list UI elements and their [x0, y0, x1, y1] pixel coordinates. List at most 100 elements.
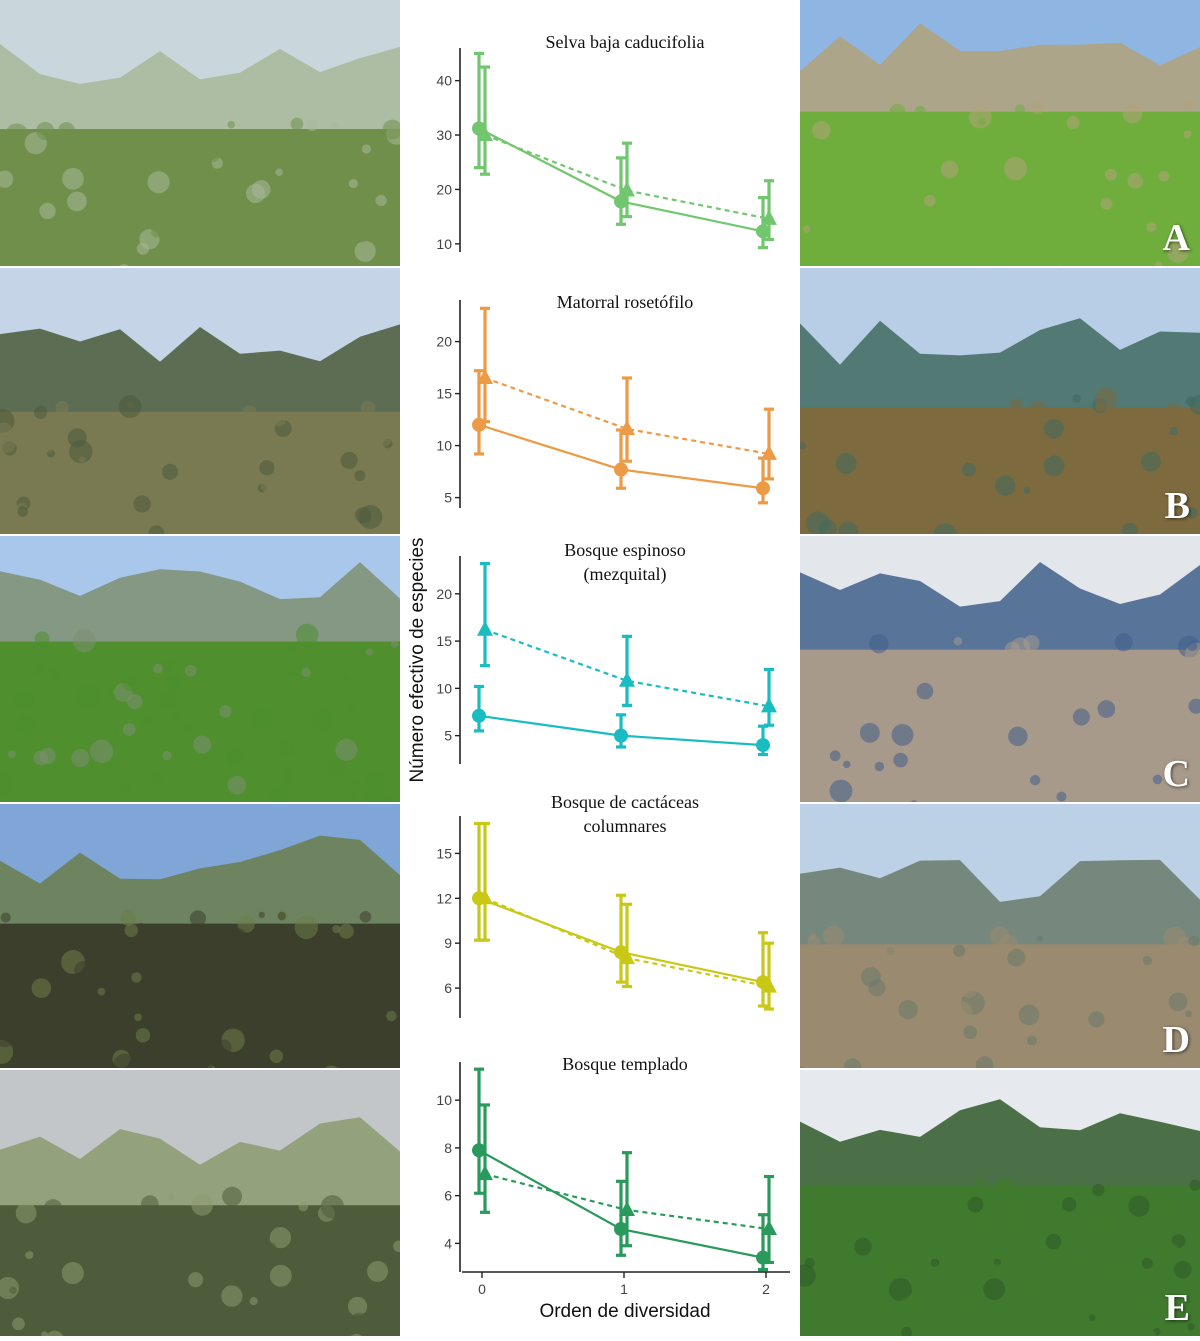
ground — [800, 112, 1200, 266]
vegetation — [151, 771, 163, 783]
vegetation — [205, 950, 211, 956]
vegetation — [358, 505, 382, 529]
vegetation — [39, 203, 55, 219]
vegetation — [21, 973, 32, 984]
vegetation — [1073, 435, 1085, 447]
vegetation — [991, 1045, 1012, 1066]
vegetation — [264, 219, 278, 233]
vegetation — [982, 439, 993, 450]
vegetation — [1108, 1265, 1131, 1288]
y-tick-label: 15 — [436, 386, 452, 402]
vegetation — [1086, 1321, 1092, 1327]
vegetation — [872, 508, 890, 526]
vegetation — [900, 1296, 922, 1318]
vegetation — [16, 716, 36, 736]
data-point-circle — [756, 481, 770, 495]
vegetation — [250, 1297, 258, 1305]
vegetation — [61, 242, 76, 257]
vegetation — [1157, 1242, 1180, 1265]
vegetation — [98, 988, 106, 996]
vegetation — [843, 761, 850, 768]
templado-landscape-image — [0, 1070, 400, 1336]
vegetation — [1037, 935, 1043, 941]
y-tick-label: 10 — [436, 1092, 452, 1108]
vegetation — [1095, 404, 1104, 413]
vegetation — [152, 147, 175, 170]
vegetation — [119, 395, 142, 418]
vegetation — [159, 693, 176, 710]
vegetation — [1159, 726, 1174, 741]
vegetation — [899, 1000, 918, 1019]
vegetation — [954, 637, 962, 645]
vegetation — [1029, 401, 1046, 418]
vegetation — [851, 423, 864, 436]
vegetation — [1101, 945, 1108, 952]
vegetation — [278, 740, 294, 756]
vegetation — [1184, 130, 1192, 138]
photo-right-C: C — [800, 536, 1200, 802]
vegetation — [861, 1037, 882, 1058]
vegetation — [1169, 992, 1188, 1011]
vegetation — [974, 1212, 981, 1219]
photo-left-3 — [0, 536, 400, 802]
vegetation — [353, 947, 362, 956]
vegetation — [814, 703, 825, 714]
vegetation — [367, 1261, 388, 1282]
x-tick-label: 1 — [620, 1281, 628, 1297]
vegetation — [123, 676, 137, 690]
espinoso-field-image — [800, 536, 1200, 802]
vegetation — [1081, 485, 1098, 502]
vegetation — [1122, 967, 1135, 980]
panel-letter-c: C — [1163, 752, 1190, 796]
vegetation — [120, 783, 130, 793]
cactaceas-field-image — [800, 804, 1200, 1068]
vegetation — [77, 685, 101, 709]
vegetation — [343, 675, 349, 681]
vegetation — [875, 945, 899, 969]
vegetation — [17, 1223, 28, 1234]
y-tick-label: 6 — [444, 980, 452, 996]
vegetation — [283, 765, 293, 775]
vegetation — [128, 437, 135, 444]
vegetation — [321, 1195, 344, 1218]
vegetation — [1145, 665, 1159, 679]
vegetation — [1097, 700, 1115, 718]
vegetation — [1089, 1314, 1095, 1320]
vegetation — [957, 250, 970, 263]
vegetation — [875, 762, 884, 771]
vegetation — [858, 158, 870, 170]
vegetation — [8, 750, 16, 758]
vegetation — [1158, 171, 1169, 182]
vegetation — [966, 500, 986, 520]
selva-baja-landscape-image — [0, 0, 400, 266]
vegetation — [303, 1260, 316, 1273]
vegetation — [889, 104, 905, 120]
vegetation — [1174, 1261, 1192, 1279]
matorral-field-image — [800, 268, 1200, 534]
vegetation — [310, 999, 327, 1016]
vegetation — [40, 748, 56, 764]
vegetation — [803, 225, 810, 232]
vegetation — [953, 945, 965, 957]
vegetation — [376, 431, 391, 446]
vegetation — [134, 1013, 142, 1021]
chart-title: Selva baja caducifolia — [546, 32, 705, 52]
vegetation — [30, 1264, 48, 1282]
vegetation — [864, 650, 877, 663]
chart-title: Matorral rosetófilo — [557, 292, 693, 312]
vegetation — [375, 195, 386, 206]
vegetation — [1009, 783, 1020, 794]
vegetation — [1104, 1013, 1115, 1024]
vegetation — [855, 742, 875, 762]
vegetation — [354, 470, 365, 481]
vegetation — [1064, 1024, 1076, 1036]
matorral-landscape-image — [0, 268, 400, 534]
data-point-circle — [614, 729, 628, 743]
vegetation — [962, 463, 976, 477]
vegetation — [976, 956, 989, 969]
vegetation — [1115, 633, 1133, 651]
vegetation — [366, 649, 373, 656]
